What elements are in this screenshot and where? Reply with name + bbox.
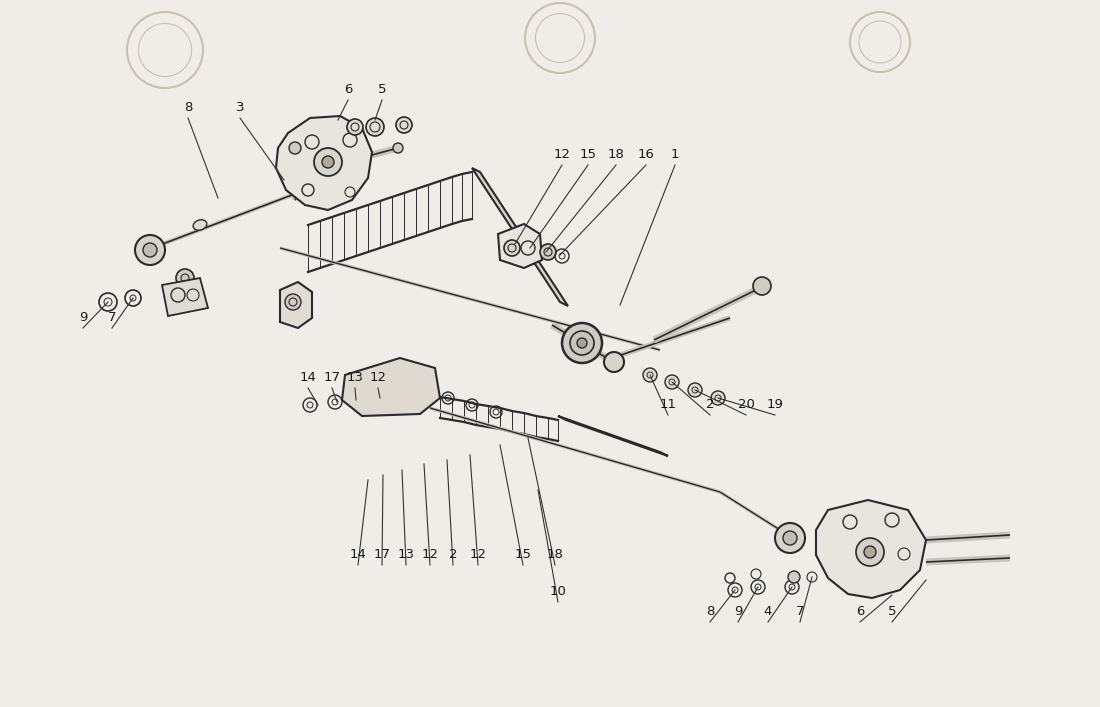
Circle shape (322, 156, 334, 168)
Circle shape (688, 383, 702, 397)
Text: 2: 2 (706, 398, 714, 411)
Circle shape (604, 352, 624, 372)
Circle shape (396, 117, 412, 133)
Circle shape (360, 382, 376, 398)
Polygon shape (472, 168, 568, 306)
Circle shape (366, 118, 384, 136)
Circle shape (570, 331, 594, 355)
Circle shape (562, 323, 602, 363)
Polygon shape (816, 500, 926, 598)
Polygon shape (280, 282, 312, 328)
Text: 6: 6 (344, 83, 352, 96)
Text: 2: 2 (449, 548, 458, 561)
Text: 13: 13 (397, 548, 415, 561)
Polygon shape (162, 278, 208, 316)
Text: 18: 18 (607, 148, 625, 161)
Text: 15: 15 (580, 148, 596, 161)
Polygon shape (498, 224, 542, 268)
Circle shape (346, 119, 363, 135)
Circle shape (711, 391, 725, 405)
Text: 11: 11 (660, 398, 676, 411)
Text: 8: 8 (184, 101, 192, 114)
Text: 15: 15 (515, 548, 531, 561)
Circle shape (578, 338, 587, 348)
Text: 8: 8 (706, 605, 714, 618)
Circle shape (135, 235, 165, 265)
Circle shape (754, 277, 771, 295)
Text: 12: 12 (421, 548, 439, 561)
Text: 1: 1 (671, 148, 680, 161)
Circle shape (289, 142, 301, 154)
Circle shape (393, 143, 403, 153)
Text: 14: 14 (299, 371, 317, 384)
Circle shape (143, 243, 157, 257)
Circle shape (540, 244, 556, 260)
Text: 12: 12 (370, 371, 386, 384)
Ellipse shape (194, 220, 207, 230)
Polygon shape (342, 358, 440, 416)
Text: 10: 10 (550, 585, 566, 598)
Text: 9: 9 (734, 605, 742, 618)
Text: 7: 7 (108, 311, 117, 324)
Text: 19: 19 (767, 398, 783, 411)
Text: 5: 5 (888, 605, 896, 618)
Text: 5: 5 (377, 83, 386, 96)
Text: 18: 18 (547, 548, 563, 561)
Text: 20: 20 (738, 398, 755, 411)
Circle shape (176, 269, 194, 287)
Text: 17: 17 (374, 548, 390, 561)
Text: 14: 14 (350, 548, 366, 561)
Text: 17: 17 (323, 371, 341, 384)
Polygon shape (558, 416, 668, 456)
Circle shape (644, 368, 657, 382)
Circle shape (412, 382, 428, 398)
Circle shape (285, 294, 301, 310)
Text: 4: 4 (763, 605, 772, 618)
Circle shape (776, 523, 805, 553)
Circle shape (314, 148, 342, 176)
Circle shape (856, 538, 884, 566)
Polygon shape (276, 116, 372, 210)
Text: 13: 13 (346, 371, 363, 384)
Circle shape (783, 531, 798, 545)
Text: 6: 6 (856, 605, 865, 618)
Circle shape (666, 375, 679, 389)
Text: 9: 9 (79, 311, 87, 324)
Text: 12: 12 (553, 148, 571, 161)
Circle shape (864, 546, 876, 558)
Circle shape (788, 571, 800, 583)
Text: 12: 12 (470, 548, 486, 561)
Text: 16: 16 (638, 148, 654, 161)
Text: 3: 3 (235, 101, 244, 114)
Circle shape (504, 240, 520, 256)
Text: 7: 7 (795, 605, 804, 618)
